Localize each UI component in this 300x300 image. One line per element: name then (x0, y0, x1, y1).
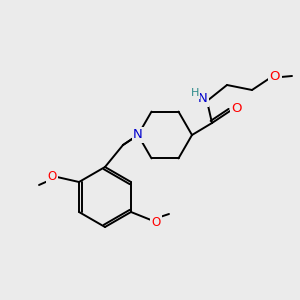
Text: H: H (191, 88, 199, 98)
Text: N: N (198, 92, 208, 106)
Text: O: O (47, 169, 57, 182)
Text: N: N (133, 128, 143, 142)
Text: O: O (152, 215, 160, 229)
Text: O: O (232, 101, 242, 115)
Text: O: O (270, 70, 280, 83)
